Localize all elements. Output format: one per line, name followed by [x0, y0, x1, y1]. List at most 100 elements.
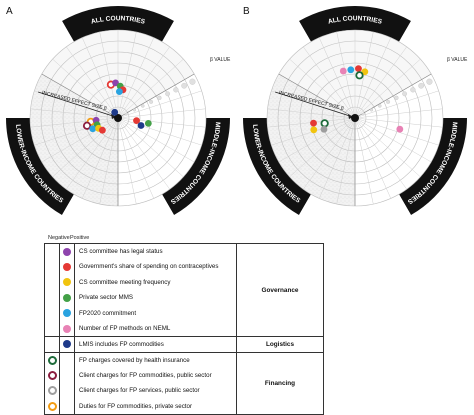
grid-spoke: [303, 117, 356, 190]
data-point-positive: [310, 119, 317, 127]
beta-scale-dot: [132, 108, 137, 112]
grid-spoke: [354, 117, 407, 190]
legend-item-label: Private sector MMS: [74, 290, 237, 306]
center-point: [114, 114, 122, 122]
legend-positive-cell: [59, 336, 75, 353]
grid-spoke: [354, 90, 439, 119]
beta-scale-dot: [386, 99, 391, 104]
grid-spoke: [336, 117, 356, 205]
beta-scale-dot: [141, 104, 145, 108]
positive-marker: [63, 309, 71, 318]
grid-spoke: [41, 117, 119, 163]
grid-spoke: [99, 117, 119, 205]
legend-negative-cell: [44, 336, 60, 353]
legend: Negative Positive CS committee has legal…: [44, 235, 324, 415]
grid-spoke: [30, 108, 119, 119]
sector-divider: [117, 73, 195, 119]
band-gap: [298, 194, 412, 231]
sector-divider: [278, 73, 356, 119]
legend-item-label: Client charges for FP services, public s…: [74, 383, 237, 399]
data-point-positive: [115, 88, 123, 96]
grid-spoke: [117, 117, 170, 190]
positive-marker: [63, 293, 71, 302]
legend-positive-cell: [59, 290, 75, 306]
grid-spoke: [354, 58, 421, 119]
positive-marker: [63, 324, 71, 333]
data-point-positive: [339, 67, 347, 75]
effect-axis: [274, 91, 354, 118]
grid-spoke: [354, 117, 439, 146]
data-point-positive: [98, 126, 106, 134]
legend-negative-cell: [44, 383, 60, 399]
panel-letter: B: [243, 6, 250, 17]
sector-label-band: [6, 118, 74, 215]
data-point-positive: [396, 125, 404, 133]
grid-spoke: [336, 31, 356, 119]
sector-left: [29, 74, 118, 206]
negative-marker: [47, 355, 57, 365]
grid-spoke: [117, 117, 137, 205]
legend-group-label: Logistics: [236, 336, 324, 353]
data-point-positive: [320, 125, 328, 133]
data-point-negative: [320, 119, 329, 128]
sector-divider: [41, 73, 119, 119]
legend-header-negative: Negative: [48, 235, 70, 241]
data-point-positive: [89, 125, 97, 133]
beta-scale-dot: [149, 99, 154, 104]
legend-negative-cell: [44, 259, 60, 275]
grid-spoke: [354, 117, 432, 163]
sector-label: ALL COUNTRIES: [90, 15, 146, 26]
beta-scale-dot: [181, 82, 188, 89]
grid-spoke: [354, 117, 374, 205]
legend-item-label: Client charges for FP commodities, publi…: [74, 367, 237, 383]
data-point-positive: [137, 122, 145, 129]
grid-spoke: [81, 37, 119, 119]
legend-negative-cell: [44, 367, 60, 383]
legend-positive-cell: [59, 367, 75, 383]
negative-marker: [47, 370, 57, 380]
sector-label: ALL COUNTRIES: [327, 15, 383, 26]
data-point-positive: [361, 68, 369, 76]
grid-spoke: [117, 117, 202, 146]
beta-scale-dot: [426, 78, 433, 85]
beta-value-label: β VALUE: [210, 57, 231, 63]
grid-spoke: [117, 108, 206, 119]
grid-spoke: [117, 37, 155, 119]
grid-spoke: [66, 46, 119, 119]
legend-row: Government's share of spending on contra…: [44, 259, 324, 275]
grid-spoke: [117, 117, 195, 163]
legend-positive-cell: [59, 351, 75, 368]
positive-marker: [63, 247, 71, 256]
legend-item-label: FP charges covered by health insurance: [74, 351, 237, 368]
legend-item-label: FP2020 commitment: [74, 305, 237, 321]
legend-row: Client charges for FP commodities, publi…: [44, 367, 324, 383]
legend-row: FP charges covered by health insurance Fi…: [44, 351, 324, 415]
beta-scale-dot: [124, 112, 128, 116]
legend-row: Client charges for FP services, public s…: [44, 383, 324, 399]
grid-spoke: [66, 117, 119, 190]
legend-positive-cell: [59, 259, 75, 275]
beta-scale-dot: [369, 108, 374, 112]
positive-marker: [63, 278, 71, 287]
grid-spoke: [99, 31, 119, 119]
sector-left: [267, 74, 355, 206]
legend-row: FP2020 commitment: [44, 305, 324, 321]
legend-row: Number of FP methods on NEML: [44, 321, 324, 337]
legend-negative-cell: [44, 290, 60, 306]
beta-scale-dot: [394, 95, 399, 101]
legend-positive-cell: [59, 243, 75, 259]
effect-axis-arrow: [111, 114, 116, 119]
band-gap: [61, 194, 175, 231]
legend-positive-cell: [59, 305, 75, 321]
legend-row: LMIS includes FP commodities Logistics: [44, 336, 324, 353]
beta-scale-dot: [418, 82, 425, 89]
grid-spoke: [354, 37, 392, 119]
legend-negative-cell: [44, 305, 60, 321]
legend-item-label: CS committee has legal status: [74, 243, 237, 259]
data-point-negative: [355, 71, 364, 80]
grid-spoke: [52, 117, 119, 178]
legend-positive-cell: [59, 383, 75, 399]
grid-spoke: [354, 117, 443, 128]
